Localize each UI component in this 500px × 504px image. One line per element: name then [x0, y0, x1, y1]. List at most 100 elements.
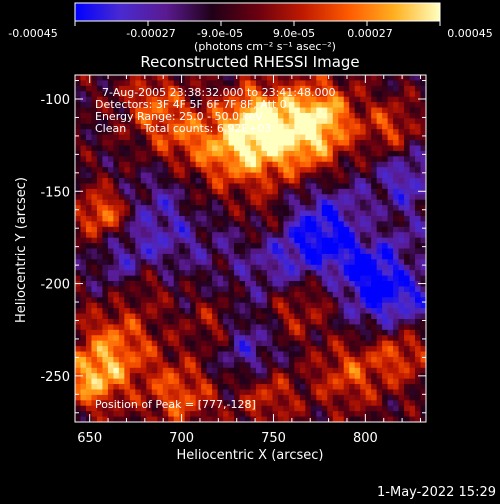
heatmap-cell — [354, 389, 361, 396]
heatmap-cell — [162, 91, 169, 98]
heatmap-cell — [190, 167, 197, 173]
heatmap-cell — [343, 313, 350, 320]
heatmap-cell — [376, 362, 383, 369]
heatmap-cell — [250, 221, 257, 228]
heatmap-cell — [96, 75, 103, 81]
heatmap-cell — [80, 313, 87, 320]
heatmap-cell — [272, 324, 279, 331]
heatmap-cell — [91, 102, 98, 108]
heatmap-cell — [212, 194, 218, 201]
heatmap-cell — [387, 286, 394, 293]
heatmap-cell — [266, 346, 273, 352]
heatmap-cell — [195, 232, 202, 239]
heatmap-cell — [338, 346, 345, 352]
heatmap-cell — [332, 400, 339, 407]
heatmap-cell — [96, 123, 103, 130]
heatmap-cell — [168, 356, 175, 363]
heatmap-cell — [387, 156, 394, 163]
heatmap-cell — [212, 340, 218, 347]
heatmap-cell — [245, 324, 251, 331]
heatmap-cell — [129, 102, 136, 108]
heatmap-cell — [75, 145, 81, 152]
heatmap-cell — [266, 102, 273, 108]
heatmap-cell — [201, 351, 208, 358]
heatmap-cell — [354, 373, 361, 380]
heatmap-cell — [195, 411, 202, 417]
heatmap-cell — [360, 123, 367, 130]
heatmap-cell — [250, 107, 257, 114]
heatmap-cell — [305, 400, 312, 407]
heatmap-cell — [305, 140, 312, 146]
heatmap-cell — [283, 248, 290, 255]
heatmap-cell — [212, 172, 218, 179]
heatmap-cell — [321, 80, 328, 87]
heatmap-cell — [415, 394, 421, 401]
heatmap-cell — [398, 161, 405, 168]
heatmap-cell — [168, 275, 175, 282]
heatmap-cell — [338, 329, 345, 336]
heatmap-cell — [277, 264, 284, 271]
heatmap-cell — [168, 188, 175, 195]
heatmap-cell — [305, 102, 312, 108]
heatmap-cell — [168, 340, 175, 347]
heatmap-cell — [239, 205, 246, 211]
heatmap-cell — [255, 172, 262, 179]
heatmap-cell — [75, 129, 81, 136]
heatmap-cell — [261, 205, 268, 211]
heatmap-cell — [321, 264, 328, 271]
heatmap-cell — [404, 102, 410, 108]
heatmap-cell — [245, 362, 251, 369]
heatmap-cell — [75, 107, 81, 114]
heatmap-cell — [113, 80, 120, 87]
heatmap-cell — [250, 335, 257, 342]
heatmap-cell — [179, 123, 186, 130]
heatmap-cell — [354, 329, 361, 336]
heatmap-cell — [124, 318, 131, 325]
heatmap-cell — [343, 183, 350, 190]
heatmap-cell — [305, 75, 312, 81]
heatmap-cell — [299, 112, 306, 119]
heatmap-cell — [168, 232, 175, 239]
heatmap-cell — [223, 215, 229, 222]
heatmap-cell — [162, 150, 169, 157]
heatmap-cell — [195, 85, 202, 92]
heatmap-cell — [239, 411, 246, 417]
heatmap-cell — [91, 243, 98, 249]
heatmap-cell — [162, 118, 169, 125]
heatmap-cell — [338, 178, 345, 184]
heatmap-cell — [294, 308, 301, 314]
heatmap-cell — [360, 394, 367, 401]
heatmap-cell — [212, 416, 218, 422]
heatmap-cell — [310, 243, 317, 249]
heatmap-cell — [250, 270, 257, 277]
heatmap-cell — [118, 205, 125, 211]
heatmap-cell — [173, 243, 180, 249]
heatmap-cell — [272, 112, 279, 119]
heatmap-cell — [382, 281, 389, 287]
heatmap-cell — [85, 313, 92, 320]
heatmap-cell — [321, 161, 328, 168]
heatmap-cell — [288, 156, 295, 163]
heatmap-cell — [360, 237, 367, 244]
heatmap-cell — [228, 85, 235, 92]
heatmap-cell — [184, 275, 191, 282]
heatmap-cell — [223, 335, 229, 342]
heatmap-cell — [316, 80, 323, 87]
heatmap-cell — [168, 178, 175, 184]
heatmap-cell — [316, 378, 323, 385]
heatmap-cell — [184, 335, 191, 342]
heatmap-cell — [360, 199, 367, 206]
heatmap-cell — [195, 91, 202, 98]
heatmap-cell — [118, 237, 125, 244]
heatmap-cell — [118, 107, 125, 114]
heatmap-cell — [250, 313, 257, 320]
heatmap-cell — [190, 373, 197, 380]
heatmap-cell — [118, 150, 125, 157]
heatmap-cell — [305, 405, 312, 412]
heatmap-cell — [234, 286, 240, 293]
heatmap-cell — [168, 367, 175, 374]
heatmap-cell — [129, 243, 136, 249]
heatmap-cell — [162, 351, 169, 358]
heatmap-cell — [113, 118, 120, 125]
heatmap-cell — [129, 389, 136, 396]
